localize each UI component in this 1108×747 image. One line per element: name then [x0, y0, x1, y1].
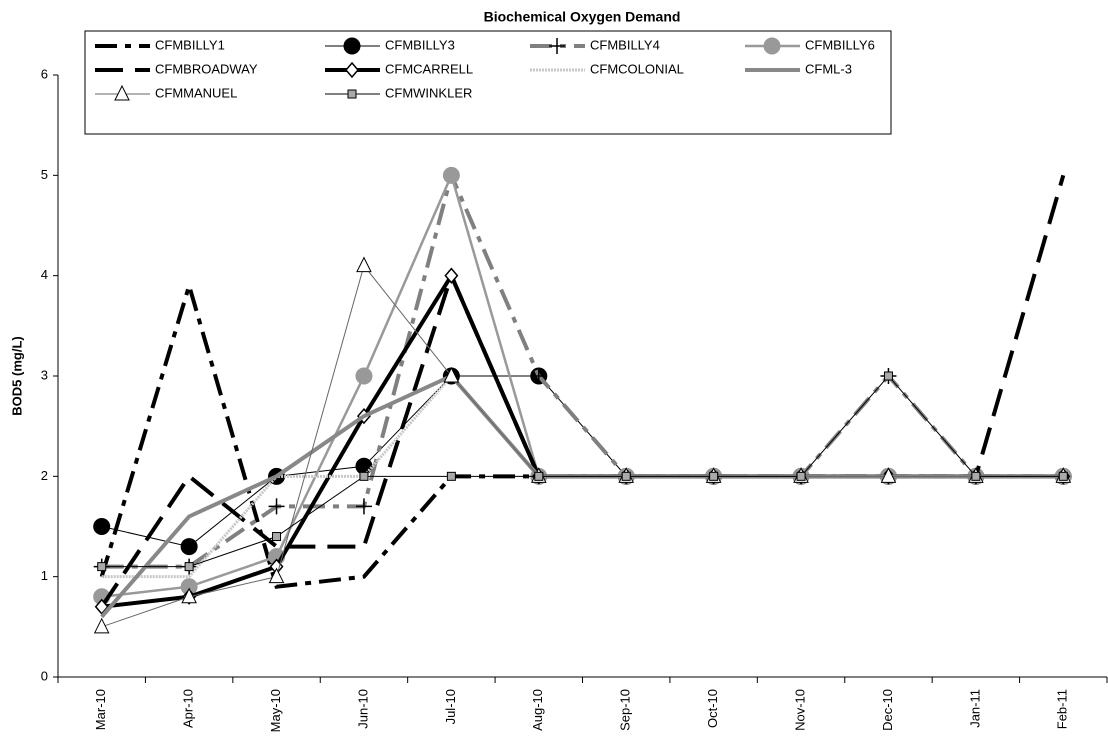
- data-point: [621, 471, 631, 481]
- legend-label: CFMBROADWAY: [155, 61, 258, 76]
- legend-label: CFML-3: [805, 61, 852, 76]
- legend-label: CFMWINKLER: [385, 85, 472, 100]
- y-tick-label: 4: [41, 267, 48, 282]
- data-point: [534, 471, 544, 481]
- data-point: [443, 366, 460, 383]
- data-point: [268, 498, 285, 515]
- x-tick-label: Aug-10: [530, 689, 545, 731]
- data-point: [796, 471, 806, 481]
- x-tick-label: Sep-10: [618, 689, 633, 731]
- x-tick-label: Apr-10: [181, 689, 196, 728]
- data-point: [93, 617, 110, 634]
- series-line: [100, 174, 1066, 608]
- legend-marker: [763, 37, 781, 55]
- y-tick-label: 5: [41, 167, 48, 182]
- legend-label: CFMBILLY6: [805, 37, 875, 52]
- data-point: [971, 471, 981, 481]
- y-tick-label: 6: [41, 66, 48, 81]
- y-tick-label: 0: [41, 668, 48, 683]
- legend-box: [84, 30, 892, 135]
- data-point: [1058, 471, 1068, 481]
- legend-label: CFMMANUEL: [155, 85, 237, 100]
- data-point: [97, 562, 107, 572]
- legend-marker: [343, 37, 361, 55]
- data-point: [883, 371, 893, 381]
- x-tick-label: Oct-10: [705, 689, 720, 728]
- y-tick-label: 3: [41, 367, 48, 382]
- chart-title: Biochemical Oxygen Demand: [484, 9, 681, 25]
- legend-label: CFMBILLY1: [155, 37, 225, 52]
- legend-label: CFMCOLONIAL: [590, 61, 684, 76]
- x-tick-label: Jan-11: [967, 689, 982, 728]
- data-point: [444, 267, 459, 284]
- y-axis-label: BOD5 (mg/L): [9, 336, 24, 415]
- data-point: [181, 587, 197, 604]
- data-point: [530, 368, 547, 384]
- series-line: [101, 271, 1064, 609]
- series-line: [101, 375, 1064, 548]
- data-point: [442, 166, 460, 184]
- x-tick-label: Mar-10: [93, 689, 108, 730]
- series-line: [101, 264, 1064, 628]
- series-line: [101, 171, 1064, 598]
- x-tick-label: Feb-11: [1055, 689, 1070, 729]
- data-point: [446, 471, 456, 481]
- data-point: [180, 538, 198, 556]
- data-point: [93, 518, 111, 535]
- legend-label: CFMCARRELL: [385, 61, 473, 76]
- legend-label: CFMBILLY3: [385, 37, 455, 52]
- data-point: [709, 471, 719, 481]
- data-point: [355, 367, 373, 385]
- data-point: [359, 471, 369, 481]
- series-line: [99, 278, 1064, 589]
- data-point: [355, 498, 372, 515]
- x-tick-label: Dec-10: [880, 689, 895, 731]
- x-tick-label: Jun-10: [355, 689, 370, 729]
- y-tick-label: 1: [41, 568, 48, 583]
- data-point: [272, 532, 282, 542]
- data-point: [880, 467, 897, 483]
- legend-marker: [347, 89, 357, 99]
- legend-marker: [549, 38, 565, 54]
- series-line: [101, 169, 1064, 569]
- y-tick-label: 2: [41, 468, 48, 483]
- data-point: [356, 256, 372, 273]
- series-line: [101, 373, 1064, 579]
- series-line: [101, 375, 1064, 568]
- x-tick-label: Nov-10: [792, 689, 807, 731]
- data-point: [268, 567, 285, 584]
- legend-marker: [114, 84, 130, 101]
- x-tick-label: May-10: [268, 689, 283, 732]
- legend-marker: [345, 61, 359, 79]
- data-point: [184, 562, 194, 572]
- legend-label: CFMBILLY4: [590, 37, 660, 52]
- x-tick-label: Jul-10: [443, 689, 458, 724]
